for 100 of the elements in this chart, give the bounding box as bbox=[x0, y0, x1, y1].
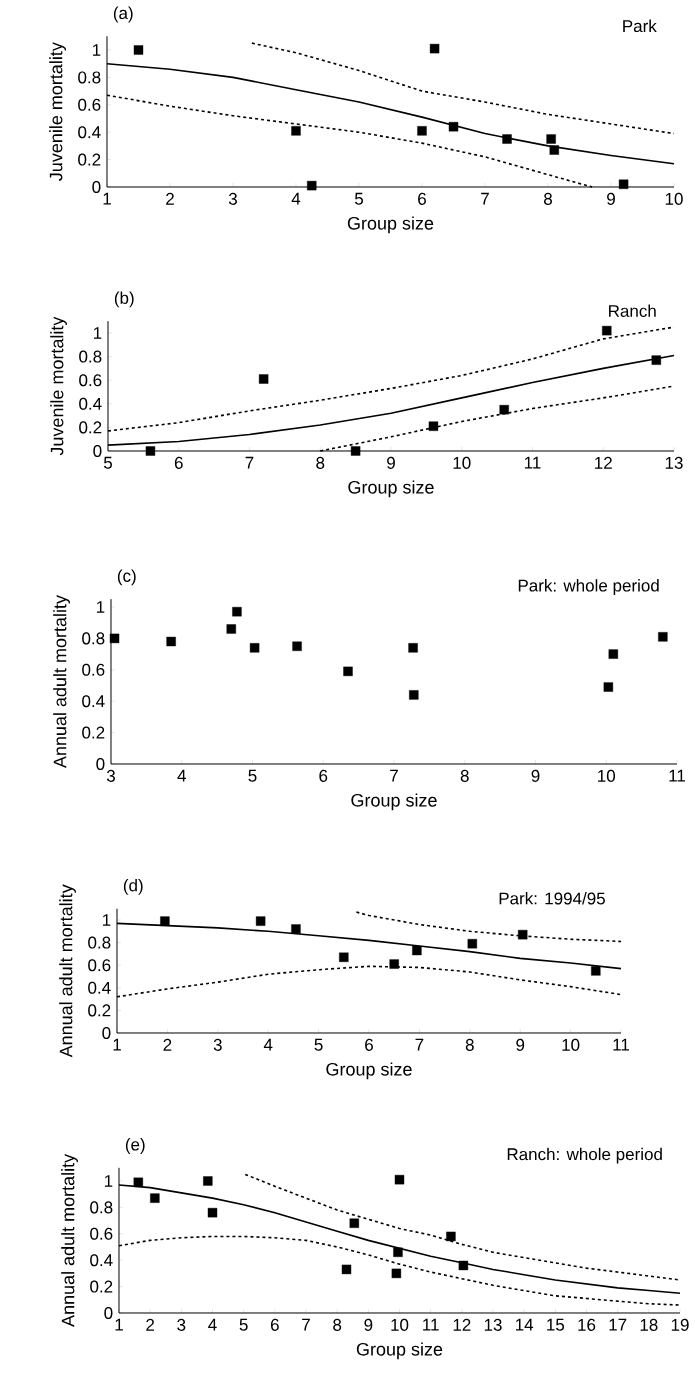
point bbox=[145, 446, 156, 456]
x-tick-label: 8 bbox=[333, 1318, 342, 1331]
y-tick-label: 0.8 bbox=[79, 350, 102, 363]
y-tick-label: 0.6 bbox=[78, 98, 101, 111]
x-tick-label: 5 bbox=[354, 192, 363, 205]
point bbox=[207, 1207, 218, 1218]
point bbox=[133, 45, 144, 55]
x-tick-label: 7 bbox=[415, 1038, 424, 1051]
point bbox=[602, 325, 612, 336]
y-axis-title: Annual adult mortality bbox=[53, 595, 70, 769]
point bbox=[518, 929, 528, 940]
x-tick-label: 11 bbox=[524, 456, 541, 469]
x-tick-label: 10 bbox=[665, 192, 683, 205]
y-tick-label: 0.6 bbox=[82, 663, 105, 676]
y-axis-title: Juvenile mortality bbox=[50, 316, 67, 456]
y-axis-title: Annual adult mortality bbox=[59, 884, 76, 1058]
point bbox=[502, 134, 512, 144]
point bbox=[249, 643, 260, 653]
x-axis-title: Group size bbox=[348, 480, 434, 498]
x-tick-label: 8 bbox=[544, 192, 552, 205]
y-tick-label: 0.8 bbox=[90, 1201, 113, 1214]
point bbox=[467, 939, 478, 949]
point bbox=[226, 624, 236, 634]
point bbox=[291, 924, 301, 934]
x-tick-label: 8 bbox=[316, 456, 325, 469]
chart-title: (e) bbox=[125, 1138, 145, 1154]
text: Park bbox=[623, 19, 657, 33]
point bbox=[307, 180, 317, 191]
point bbox=[160, 916, 170, 926]
point bbox=[394, 1174, 405, 1185]
y-tick-label: 0.4 bbox=[90, 1254, 113, 1267]
x-tick-label: 19 bbox=[671, 1318, 689, 1331]
point bbox=[291, 126, 301, 136]
point bbox=[417, 126, 427, 136]
x-tick-label: 14 bbox=[516, 1318, 534, 1331]
x-tick-label: 1 bbox=[115, 1318, 123, 1331]
y-tick-label: 0.8 bbox=[88, 936, 111, 949]
point bbox=[292, 641, 302, 651]
y-tick-label: 0.8 bbox=[78, 71, 101, 84]
x-axis-title: Group size bbox=[326, 1062, 412, 1080]
x-tick-label: 9 bbox=[387, 456, 395, 469]
x-tick-label: 7 bbox=[245, 456, 254, 469]
y-tick-label: 0.2 bbox=[78, 153, 101, 166]
x-tick-label: 12 bbox=[453, 1318, 471, 1331]
x-tick-label: 6 bbox=[270, 1318, 279, 1331]
text: Park: 1994/95 bbox=[499, 892, 605, 905]
x-tick-label: 3 bbox=[213, 1038, 222, 1051]
x-tick-label: 6 bbox=[365, 1038, 373, 1051]
x-tick-label: 4 bbox=[291, 192, 301, 205]
x-tick-label: 9 bbox=[531, 769, 540, 782]
point bbox=[133, 1177, 144, 1188]
point bbox=[658, 632, 668, 642]
x-tick-label: 13 bbox=[665, 456, 683, 469]
text: Ranch bbox=[609, 304, 656, 317]
x-tick-label: 4 bbox=[177, 769, 186, 782]
x-tick-label: 4 bbox=[263, 1038, 273, 1051]
y-tick-label: 1 bbox=[92, 44, 101, 56]
x-axis-title: Group size bbox=[351, 793, 437, 811]
x-tick-label: 3 bbox=[177, 1318, 186, 1331]
x-tick-label: 2 bbox=[163, 1038, 172, 1051]
x-tick-label: 5 bbox=[239, 1318, 248, 1331]
chart-title: (a) bbox=[113, 6, 133, 23]
x-tick-label: 6 bbox=[418, 192, 426, 205]
x-tick-label: 11 bbox=[669, 769, 685, 782]
point bbox=[109, 633, 120, 644]
y-tick-label: 0 bbox=[96, 757, 105, 771]
x-tick-label: 9 bbox=[364, 1318, 373, 1331]
x-tick-label: 2 bbox=[146, 1318, 155, 1331]
point bbox=[412, 945, 422, 956]
point bbox=[150, 1193, 160, 1203]
point bbox=[343, 666, 353, 677]
x-tick-label: 10 bbox=[391, 1318, 409, 1331]
point bbox=[393, 1247, 403, 1257]
x-tick-label: 8 bbox=[460, 769, 469, 782]
point bbox=[499, 404, 509, 415]
y-tick-label: 0.4 bbox=[88, 981, 111, 994]
point bbox=[408, 643, 418, 653]
line-series bbox=[355, 911, 622, 943]
point bbox=[651, 355, 661, 365]
x-tick-label: 4 bbox=[208, 1318, 217, 1331]
y-tick-label: 0 bbox=[104, 1306, 113, 1320]
x-tick-label: 7 bbox=[390, 769, 398, 782]
y-tick-label: 0 bbox=[93, 444, 102, 458]
x-tick-label: 11 bbox=[613, 1038, 629, 1051]
point bbox=[546, 134, 556, 144]
x-tick-label: 10 bbox=[598, 769, 616, 782]
y-tick-label: 0.6 bbox=[79, 374, 102, 387]
x-tick-label: 16 bbox=[578, 1318, 596, 1331]
x-tick-label: 9 bbox=[607, 192, 615, 205]
point bbox=[350, 446, 361, 456]
x-tick-label: 5 bbox=[248, 769, 257, 782]
chart-title: (d) bbox=[123, 879, 143, 895]
y-tick-label: 0.4 bbox=[78, 126, 101, 139]
x-tick-label: 7 bbox=[302, 1318, 310, 1331]
chart-title: (b) bbox=[114, 291, 134, 308]
point bbox=[429, 43, 440, 54]
y-tick-label: 0.2 bbox=[82, 726, 105, 739]
x-tick-label: 7 bbox=[481, 192, 489, 205]
text: Park: whole period bbox=[518, 579, 659, 595]
point bbox=[549, 145, 559, 155]
